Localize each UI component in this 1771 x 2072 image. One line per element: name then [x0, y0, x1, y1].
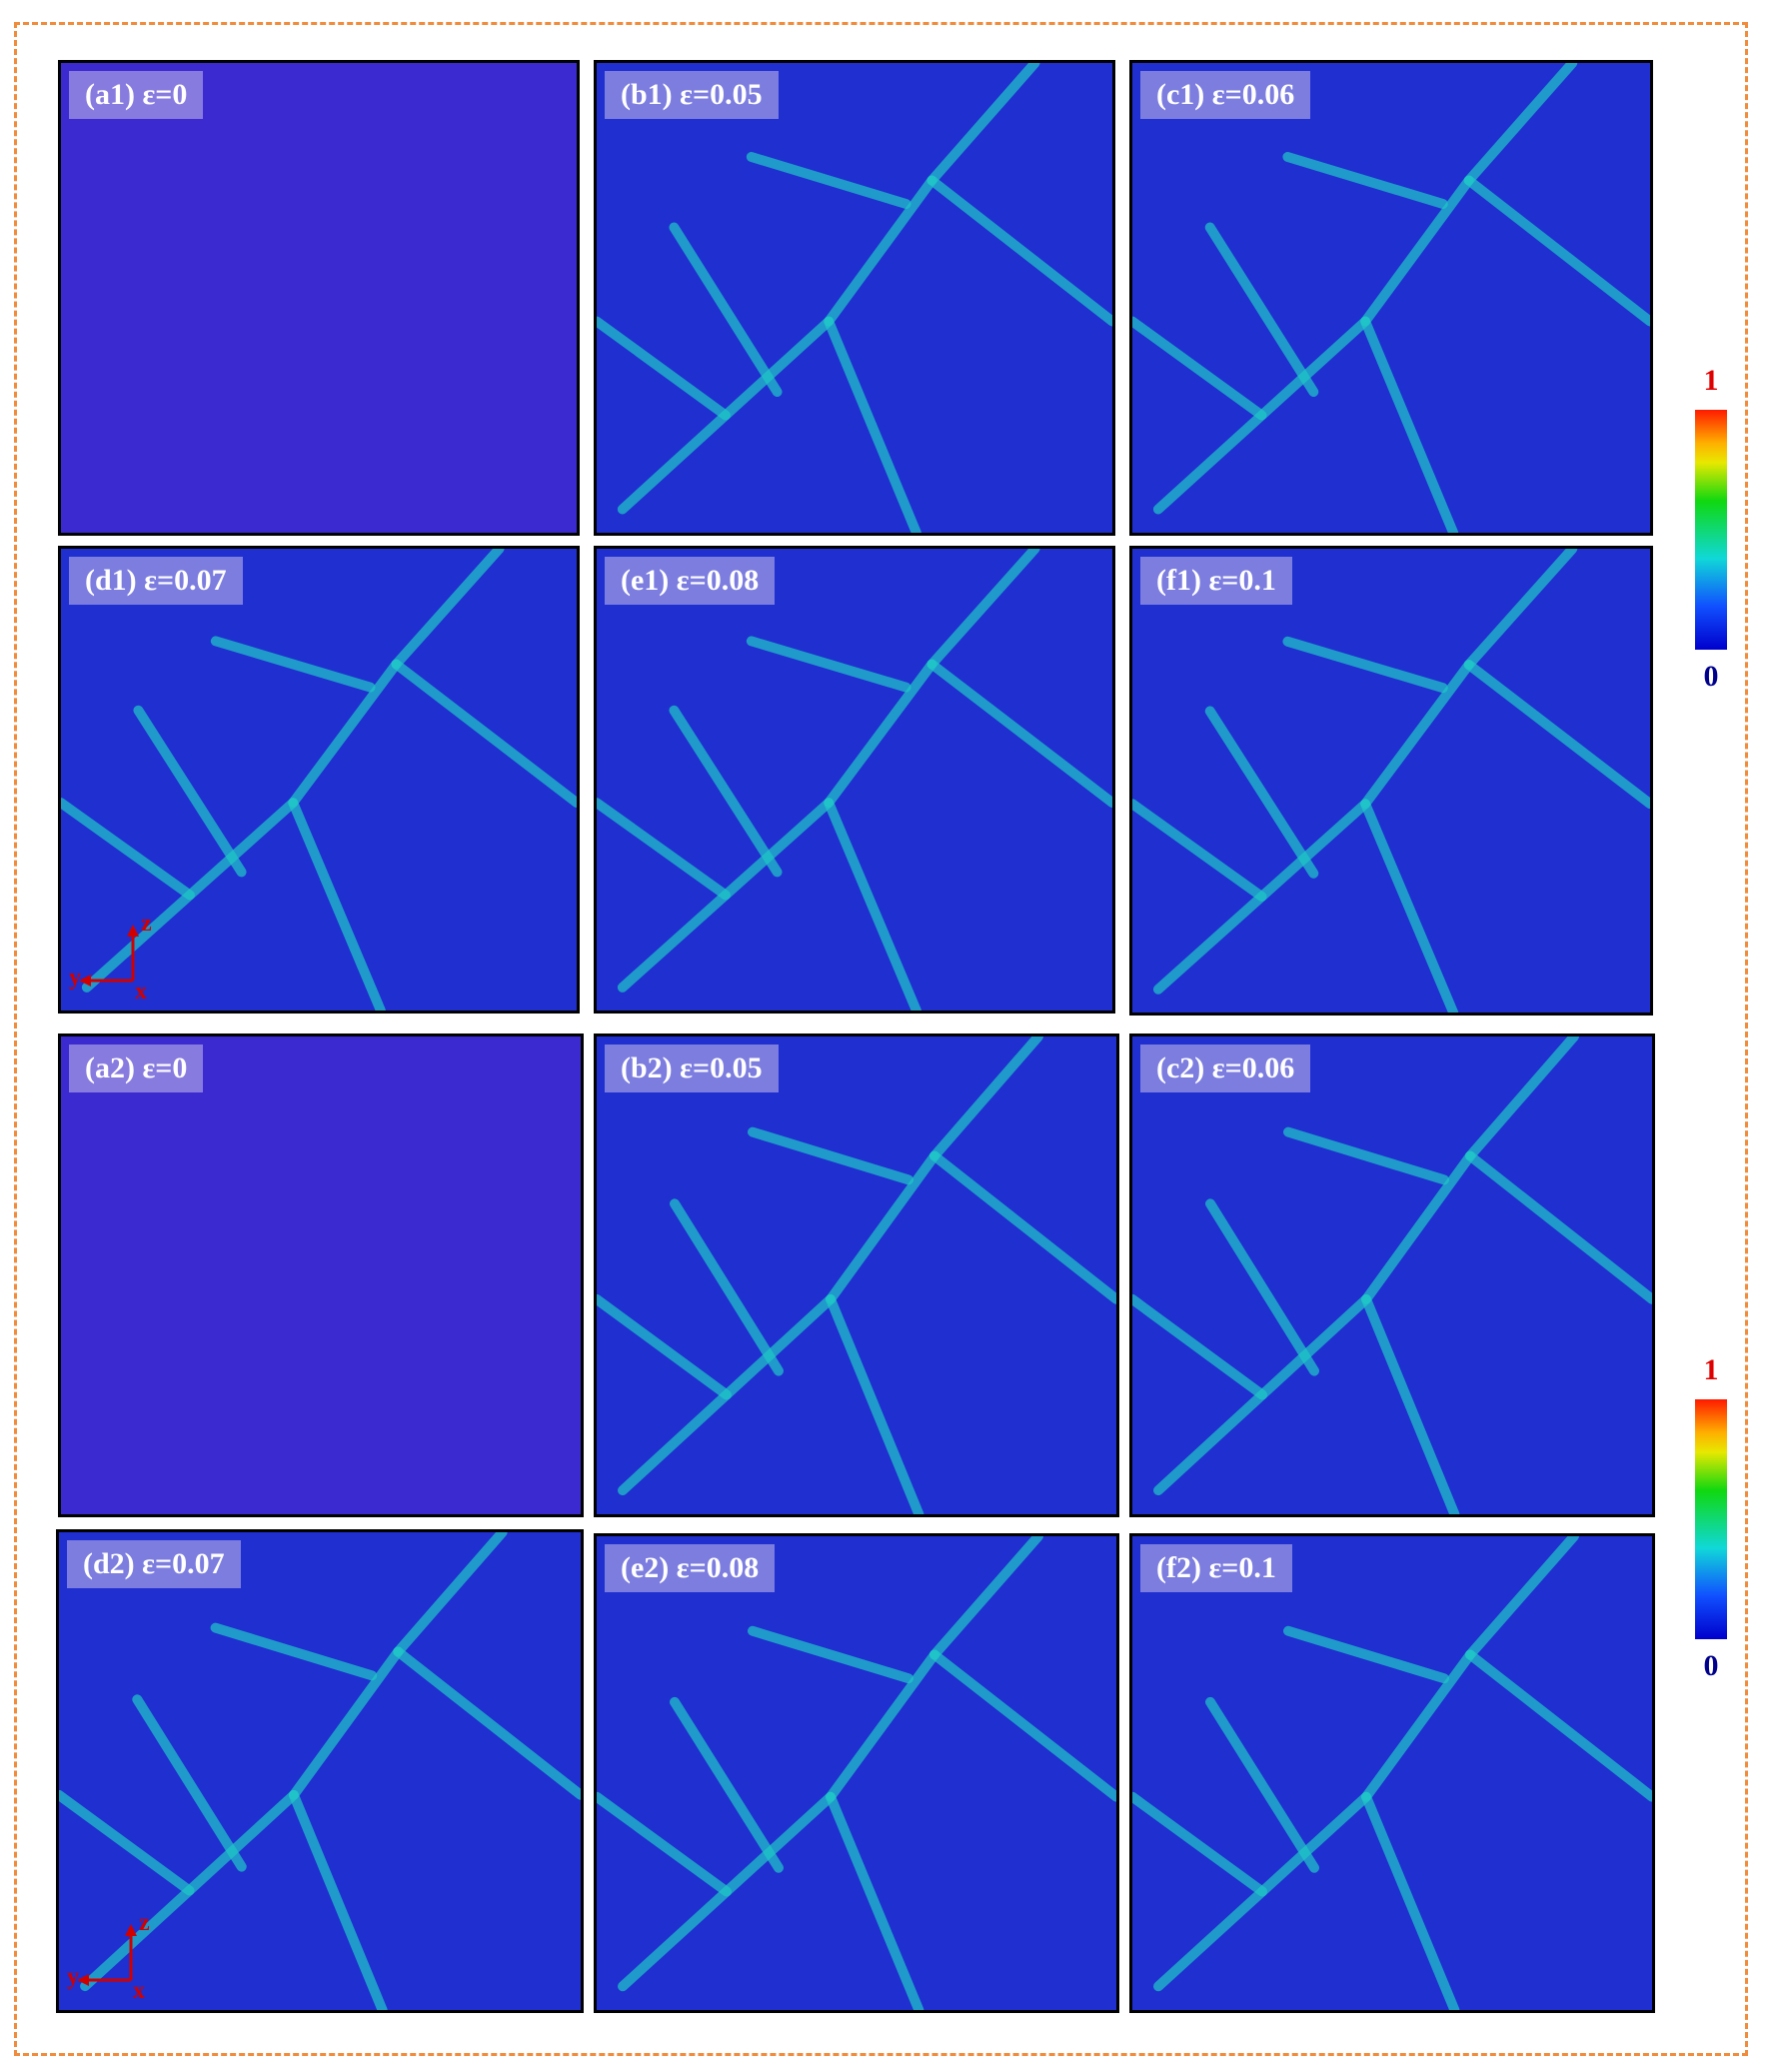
axis-arrows: [79, 925, 139, 987]
panel-image: [597, 1036, 1116, 1514]
panel-image: [1132, 549, 1650, 1013]
axis-x-label: x: [135, 979, 147, 1005]
axis-z-label: z: [139, 1910, 150, 1936]
panel-f1: (f1) ε=0.1: [1129, 546, 1653, 1016]
panel-label: (a1) ε=0: [69, 71, 204, 119]
panel-image: [61, 1036, 581, 1514]
panel-c1: (c1) ε=0.06: [1129, 60, 1653, 536]
panel-image: [597, 1536, 1116, 2010]
colorbar-min-label: 0: [1703, 1649, 1719, 1682]
colorbar-max-label: 1: [1703, 1353, 1719, 1386]
panel-label: (b2) ε=0.05: [605, 1044, 779, 1092]
panel-a1: (a1) ε=0: [58, 60, 580, 536]
panel-label: (c2) ε=0.06: [1140, 1044, 1311, 1092]
panel-image: [597, 549, 1112, 1011]
colorbar-max-label: 1: [1703, 364, 1719, 397]
dashed-frame: [14, 22, 1748, 2056]
colorbar-gradient: [1695, 1399, 1727, 1639]
panel-image: [597, 63, 1112, 533]
panel-e1: (e1) ε=0.08: [594, 546, 1115, 1014]
colorbar-gradient: [1695, 410, 1727, 650]
panel-image: [59, 1532, 581, 2010]
panel-label: (b1) ε=0.05: [605, 71, 779, 119]
panel-image: [1132, 1036, 1652, 1514]
panel-b1: (b1) ε=0.05: [594, 60, 1115, 536]
panel-label: (c1) ε=0.06: [1140, 71, 1311, 119]
panel-image: [1132, 1536, 1652, 2010]
panel-e2: (e2) ε=0.08: [594, 1533, 1119, 2013]
panel-c2: (c2) ε=0.06: [1129, 1034, 1655, 1517]
panel-label: (d2) ε=0.07: [67, 1540, 241, 1588]
axis-x-label: x: [133, 1978, 145, 2004]
axis-indicator: z y x: [67, 1910, 157, 2004]
colorbar-min-label: 0: [1703, 660, 1719, 693]
panel-d1: (d1) ε=0.07 z y x: [58, 546, 580, 1014]
panel-d2: (d2) ε=0.07 z y x: [56, 1529, 584, 2013]
panel-image: [61, 63, 577, 533]
panel-label: (a2) ε=0: [69, 1044, 204, 1092]
panel-a2: (a2) ε=0: [58, 1034, 584, 1517]
panel-label: (e2) ε=0.08: [605, 1544, 776, 1592]
axis-indicator: z y x: [69, 911, 159, 1005]
axis-y-label: y: [69, 965, 81, 991]
panel-label: (f1) ε=0.1: [1140, 557, 1292, 605]
panel-label: (d1) ε=0.07: [69, 557, 243, 605]
panel-label: (e1) ε=0.08: [605, 557, 776, 605]
panel-image: [1132, 63, 1650, 533]
panel-image: [61, 549, 577, 1011]
panel-label: (f2) ε=0.1: [1140, 1544, 1292, 1592]
axis-z-label: z: [141, 911, 152, 937]
panel-f2: (f2) ε=0.1: [1129, 1533, 1655, 2013]
axis-arrows: [77, 1924, 137, 1986]
panel-b2: (b2) ε=0.05: [594, 1034, 1119, 1517]
axis-y-label: y: [67, 1964, 79, 1990]
